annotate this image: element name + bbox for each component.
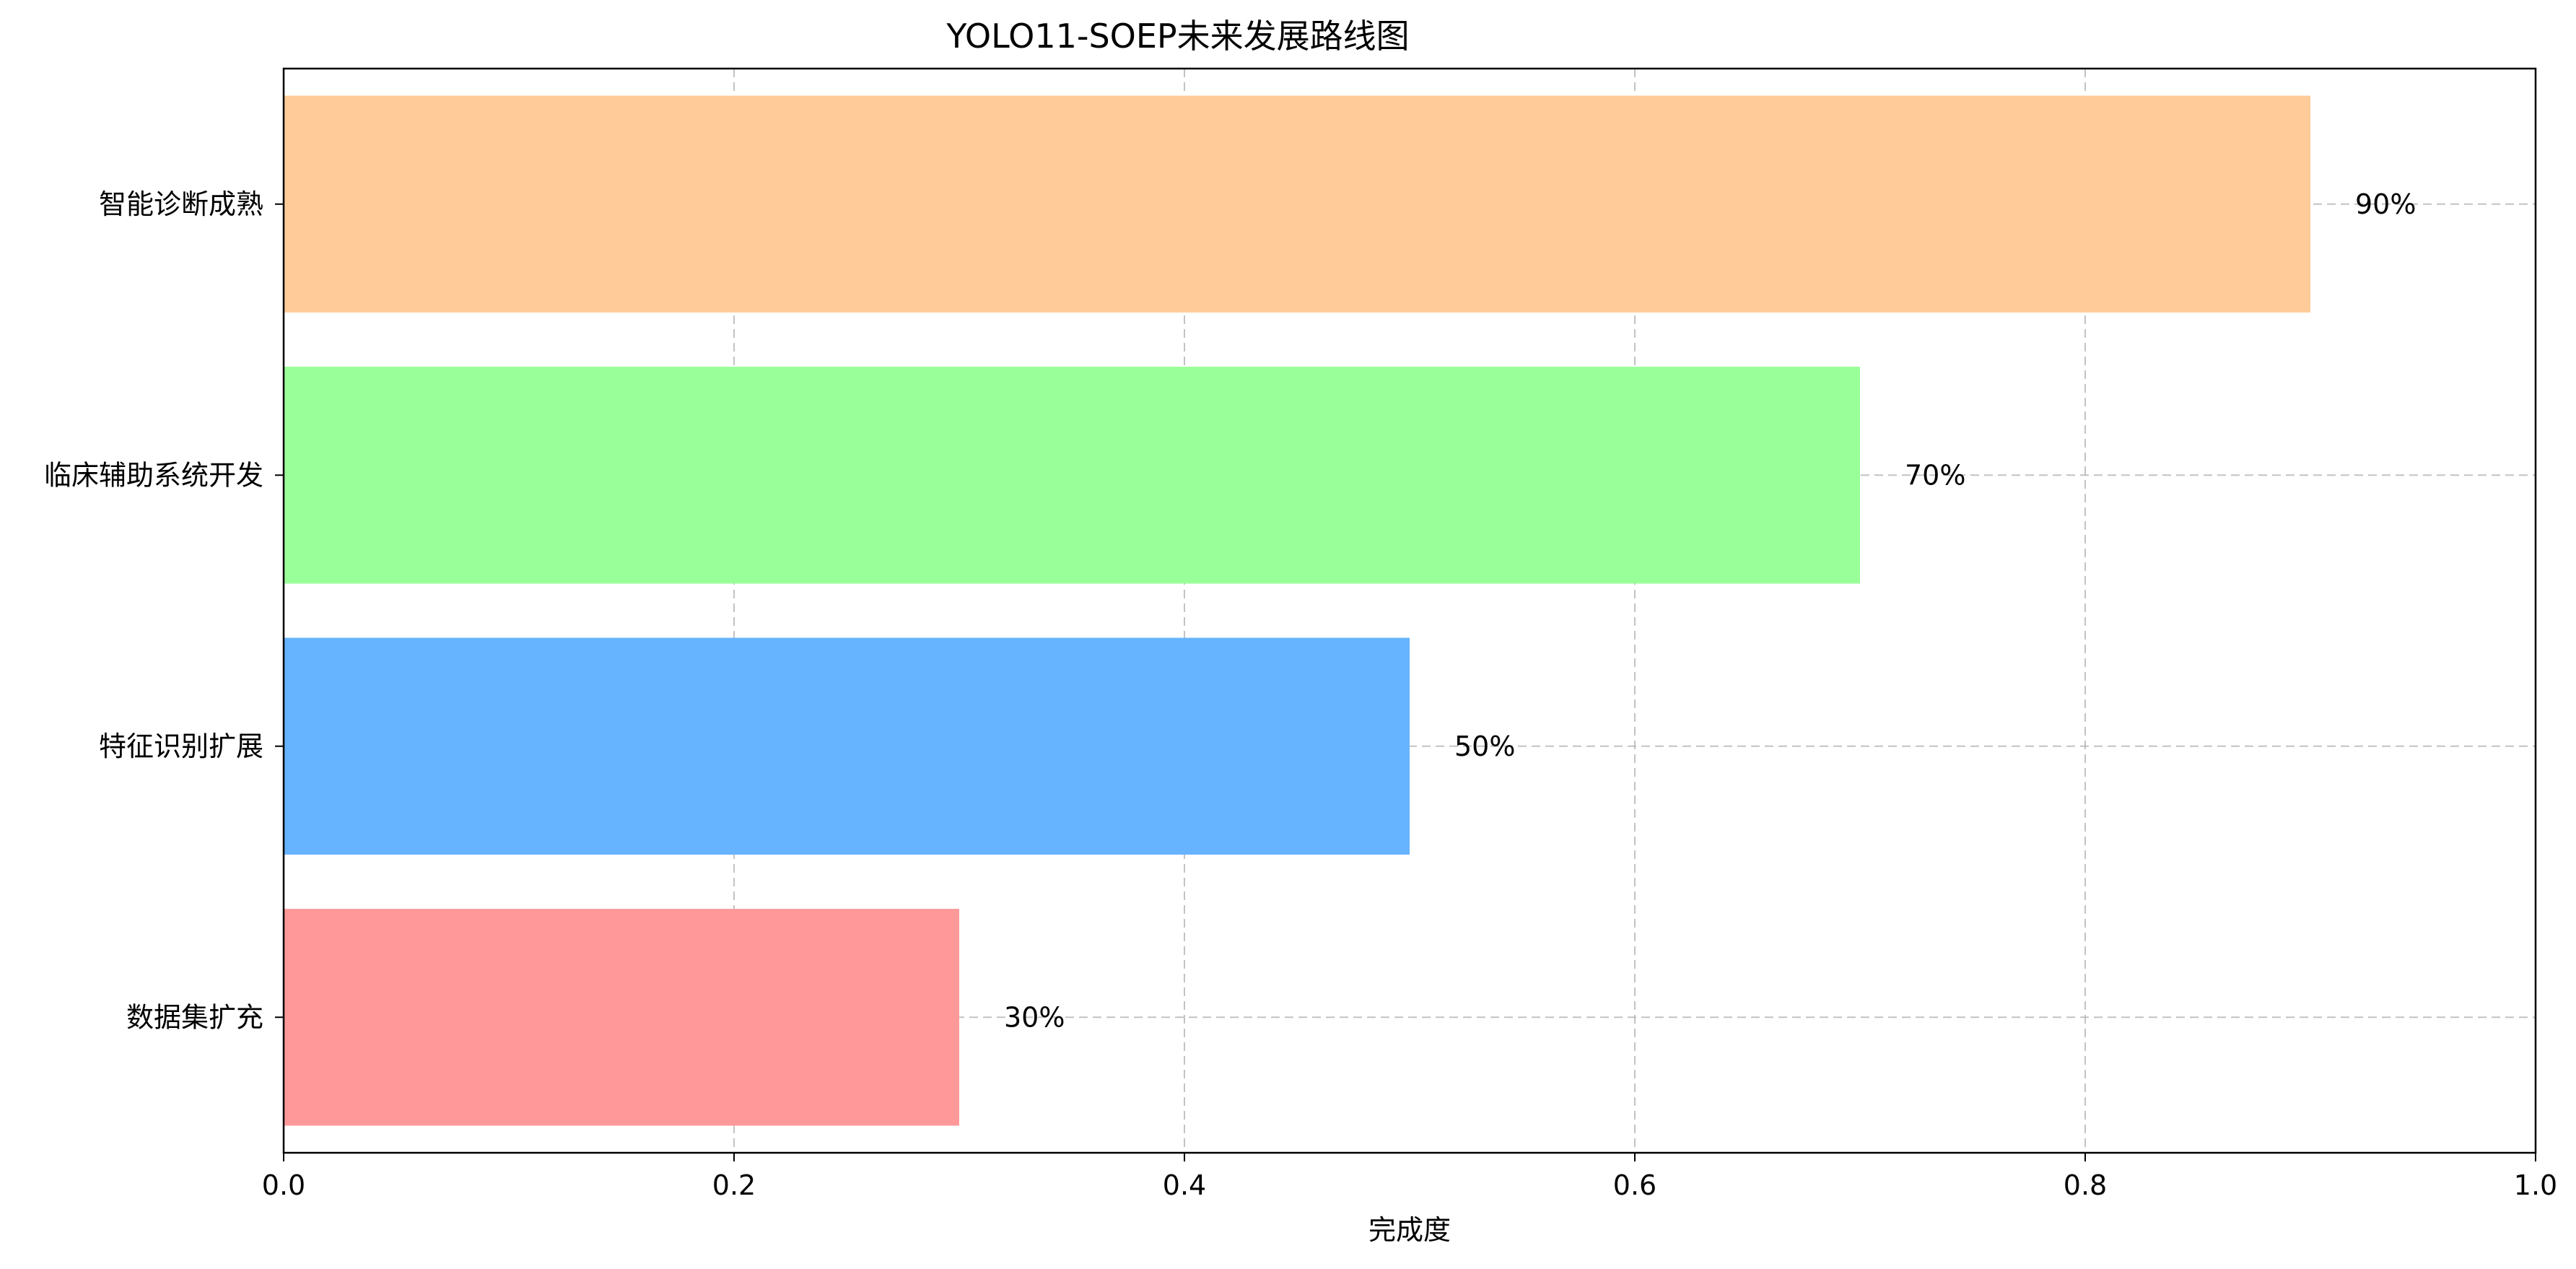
data-label: 90% [2355, 188, 2416, 220]
y-tick-label: 临床辅助系统开发 [44, 459, 263, 491]
bar-2 [284, 637, 1410, 855]
x-tick-label: 1.0 [2514, 1169, 2557, 1201]
chart-title: YOLO11-SOEP未来发展路线图 [946, 17, 1409, 56]
x-tick-label: 0.6 [1613, 1169, 1656, 1201]
bar-4 [284, 95, 2310, 313]
x-tick-label: 0.4 [1163, 1169, 1206, 1201]
data-label: 70% [1905, 459, 1965, 491]
bar-1 [284, 909, 959, 1126]
data-label: 30% [1004, 1001, 1065, 1033]
x-tick-label: 0.2 [712, 1169, 756, 1201]
x-tick-label: 0.8 [2064, 1169, 2107, 1201]
y-tick-label: 数据集扩充 [126, 1001, 263, 1033]
x-tick-label: 0.0 [262, 1169, 305, 1201]
y-tick-label: 智能诊断成熟 [99, 188, 263, 220]
plot-frame [282, 67, 2537, 1154]
y-tick-label: 特征识别扩展 [99, 731, 263, 762]
bar-3 [284, 367, 1860, 584]
data-label: 50% [1454, 731, 1515, 762]
x-axis-label: 完成度 [1368, 1214, 1451, 1246]
